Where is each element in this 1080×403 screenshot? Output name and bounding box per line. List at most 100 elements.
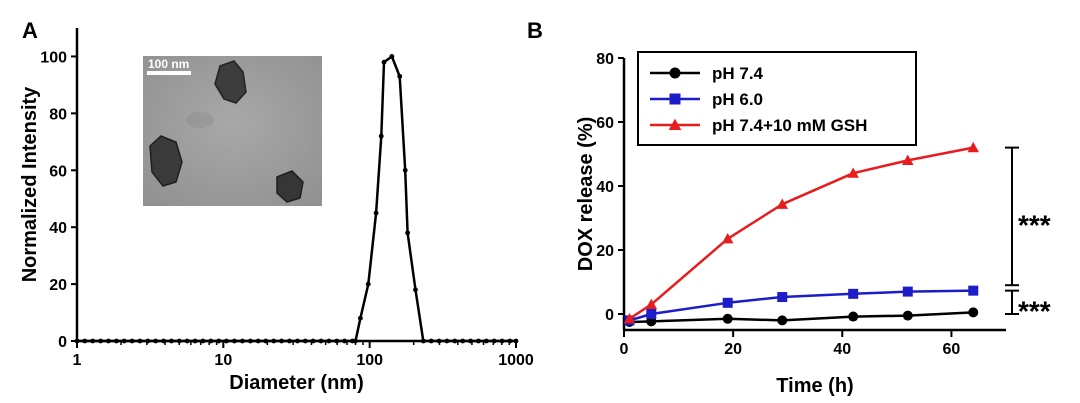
panel-b-y-tick-label: 80 [596, 51, 614, 68]
panel-a-data-point [402, 167, 408, 173]
scale-bar [147, 71, 191, 75]
legend-marker [669, 67, 681, 79]
panel-a-data-point [279, 338, 284, 344]
panel-a-data-point [381, 59, 387, 65]
panel-a-data-point [255, 338, 261, 344]
panel-a-data-point [513, 338, 519, 344]
panel-a-data-point [302, 338, 308, 344]
panel-a-x-tick-label: 10 [214, 352, 232, 369]
panel-b-data-point [967, 141, 980, 153]
panel-b-x-axis-title: Time (h) [776, 375, 853, 397]
significance-brackets: *** *** [1005, 146, 1051, 326]
panel-b-data-point [722, 313, 733, 324]
panel-a-x-axis-title: Diameter (nm) [229, 372, 363, 394]
panel-a-y-tick-label: 80 [49, 106, 67, 123]
panel-b-data-point [902, 154, 914, 165]
panel-b-data-point [777, 315, 788, 326]
panel-a-data-point [90, 338, 96, 344]
panel-b-x-tick-label: 40 [833, 341, 851, 358]
panel-a-data-point [200, 338, 206, 344]
panel-a-data-point [507, 338, 513, 344]
panel-b-data-point [777, 292, 788, 303]
legend-entry-label: pH 7.4+10 mM GSH [712, 116, 867, 135]
panel-b-x-tick-label: 20 [724, 341, 742, 358]
panel-a-y-tick-label: 20 [49, 277, 67, 294]
panel-a-data-point [476, 338, 481, 344]
panel-a-y-tick-label: 40 [49, 220, 67, 237]
panel-a-data-point [145, 338, 151, 344]
panel-a-data-point [216, 338, 222, 344]
panel-a-y-axis-title: Normalized Intensity [19, 86, 41, 282]
panel-b-series-line [628, 146, 974, 320]
panel-a-data-point [121, 338, 127, 344]
legend-marker [669, 93, 681, 105]
legend-marker [668, 118, 682, 131]
panel-b-series-1 [624, 285, 979, 326]
panel-b-y-tick-label: 0 [605, 307, 614, 324]
legend-entry-label: pH 6.0 [712, 90, 763, 109]
panel-b-data-point [645, 298, 658, 309]
panel-a-data-point [247, 338, 253, 344]
panel-b-data-point [968, 285, 979, 296]
panel-a-data-point [161, 338, 167, 344]
panel-a-y-tick-label: 100 [40, 49, 67, 66]
panel-a-y-tick-label: 60 [49, 163, 67, 180]
panel-b-data-point [847, 167, 859, 178]
panel-b-data-point [646, 309, 657, 319]
panel-a-data-point [192, 338, 198, 344]
panel-b-data-point [968, 307, 979, 318]
panel-a-tem-inset: 100 nm [143, 56, 322, 206]
panel-a-data-point [444, 338, 450, 344]
panel-a-data-point [106, 338, 111, 344]
nanoparticle [276, 170, 304, 203]
panel-a-data-point [468, 338, 473, 344]
panel-a-data-point [420, 338, 426, 344]
panel-a-data-point [373, 210, 379, 216]
panel-a-data-point [413, 287, 418, 293]
panel-a-data-point [153, 338, 159, 344]
panel-b-data-point [848, 288, 859, 299]
panel-a-data-point [263, 338, 269, 344]
panel-a-data-point [129, 338, 135, 344]
panel-a-data-point [397, 73, 403, 79]
panel-a-data-point [378, 133, 384, 139]
panel-b-y-axis-title: DOX release (%) [575, 117, 597, 272]
panel-b-y-tick-label: 60 [596, 115, 614, 132]
panel-a-data-point [184, 338, 190, 344]
panel-a-data-point [342, 338, 347, 344]
panel-a-data-point [74, 338, 80, 344]
panel-a-data-point [310, 338, 316, 344]
tem-image-blotch [186, 112, 214, 128]
panel-a-x-tick-label: 1000 [498, 352, 534, 369]
panel-a-data-point [169, 338, 174, 344]
panel-a-data-point [318, 338, 324, 344]
panel-a-data-point [460, 338, 466, 344]
panel-a-data-point [428, 338, 434, 344]
panel-a-data-point [326, 338, 332, 344]
panel-b-series-line [629, 311, 974, 324]
panel-a-data-point [357, 315, 363, 321]
panel-a-data-point [499, 338, 505, 344]
panel-b-legend: pH 7.4 pH 6.0 pH 7.4+10 mM GSH [637, 51, 917, 146]
panel-b-series-2 [623, 141, 980, 324]
panel-b-data-point [776, 198, 789, 209]
panel-b-data-point [721, 233, 734, 244]
panel-a-data-point [353, 338, 358, 344]
panel-a-data-point [436, 338, 442, 344]
panel-b-data-point [902, 286, 913, 297]
panel-a-data-point [287, 338, 292, 344]
panel-a-data-point [208, 338, 214, 344]
panel-a-data-point [491, 338, 497, 344]
panel-b-x-tick-label: 0 [620, 341, 629, 358]
nanoparticle [149, 135, 183, 187]
panel-a-data-point [240, 338, 245, 344]
panel-a-data-point [98, 338, 104, 344]
panel-b-data-point [623, 313, 636, 324]
legend-entry-label: pH 7.4 [712, 64, 764, 83]
panel-b-x-tick-label: 60 [943, 341, 961, 358]
panel-a-x-tick-label: 1 [73, 352, 82, 369]
scale-bar-label: 100 nm [148, 57, 189, 71]
panel-a-chart: 0 20 40 60 80 100 1 10 100 1000 Diameter (nm) Norma… [19, 28, 534, 394]
